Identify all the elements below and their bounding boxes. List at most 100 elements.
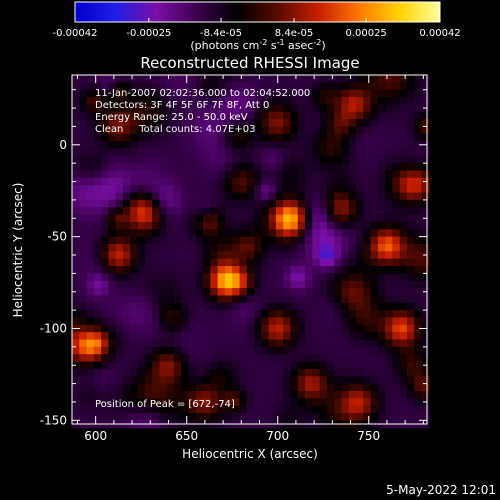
heatmap-cell <box>115 346 124 355</box>
heatmap-cell <box>159 361 168 370</box>
heatmap-cell <box>101 398 110 407</box>
heatmap-cell <box>108 376 117 385</box>
heatmap-cell <box>305 273 313 282</box>
heatmap-cell <box>101 126 110 135</box>
heatmap-cell <box>326 119 335 128</box>
heatmap-cell <box>392 376 401 385</box>
heatmap-cell <box>305 266 313 274</box>
heatmap-cell <box>312 354 321 363</box>
heatmap-cell <box>93 332 102 341</box>
heatmap-cell <box>72 346 80 355</box>
heatmap-cell <box>363 75 372 83</box>
heatmap-cell <box>188 368 197 377</box>
heatmap-cell <box>290 258 299 267</box>
heatmap-cell <box>159 412 168 421</box>
heatmap-cell <box>108 251 117 260</box>
heatmap-cell <box>93 177 102 186</box>
heatmap-cell <box>173 185 182 194</box>
heatmap-cell <box>377 332 386 341</box>
heatmap-cell <box>224 170 233 179</box>
heatmap-cell <box>144 236 153 245</box>
heatmap-cell <box>392 258 401 267</box>
heatmap-cell <box>246 75 255 83</box>
heatmap-cell <box>101 148 110 157</box>
heatmap-cell <box>152 97 160 105</box>
heatmap-cell <box>79 148 88 157</box>
heatmap-cell <box>377 126 386 135</box>
heatmap-cell <box>406 405 415 414</box>
heatmap-cell <box>356 339 364 348</box>
heatmap-cell <box>370 354 379 363</box>
heatmap-cell <box>203 266 211 274</box>
heatmap-cell <box>356 302 364 311</box>
heatmap-cell <box>72 339 80 348</box>
heatmap-cell <box>173 155 182 164</box>
heatmap-cell <box>166 104 175 113</box>
heatmap-cell <box>326 390 335 399</box>
colorbar-ticks: -0.00042 -0.00025 -8.4e-05 8.4e-05 0.00025 0.… <box>53 18 461 39</box>
heatmap-cell <box>130 243 139 252</box>
heatmap-cell <box>377 177 386 186</box>
heatmap-cell <box>224 405 233 414</box>
heatmap-cell <box>290 192 299 201</box>
heatmap-cell <box>261 126 270 135</box>
heatmap-cell <box>290 155 299 164</box>
heatmap-cell <box>356 243 364 252</box>
heatmap-cell <box>203 185 211 194</box>
heatmap-cell <box>297 361 306 370</box>
heatmap-cell <box>210 207 219 216</box>
heatmap-cell <box>363 133 372 142</box>
heatmap-cell <box>377 192 386 201</box>
heatmap-cell <box>144 368 153 377</box>
heatmap-cell <box>195 75 204 83</box>
heatmap-cell <box>363 177 372 186</box>
heatmap-cell <box>290 398 299 407</box>
heatmap-cell <box>217 155 226 164</box>
heatmap-cell <box>166 141 175 150</box>
heatmap-cell <box>370 317 379 326</box>
heatmap-cell <box>356 324 364 333</box>
heatmap-cell <box>370 273 379 282</box>
heatmap-cell <box>232 111 241 120</box>
heatmap-cell <box>86 324 95 333</box>
heatmap-cell <box>210 332 219 341</box>
heatmap-cell <box>283 251 292 260</box>
heatmap-cell <box>319 141 328 150</box>
heatmap-cell <box>195 368 204 377</box>
heatmap-cell <box>268 266 277 274</box>
heatmap-cell <box>363 332 372 341</box>
heatmap-cell <box>93 192 102 201</box>
heatmap-cell <box>239 177 248 186</box>
heatmap-cell <box>283 243 292 252</box>
heatmap-cell <box>399 354 408 363</box>
heatmap-cell <box>414 214 423 223</box>
heatmap-cell <box>108 119 117 128</box>
heatmap-cell <box>101 332 110 341</box>
heatmap-cell <box>334 199 343 208</box>
heatmap-cell <box>348 126 357 135</box>
heatmap-cell <box>108 192 117 201</box>
heatmap-cell <box>392 317 401 326</box>
heatmap-cell <box>334 185 343 194</box>
heatmap-cell <box>159 258 168 267</box>
heatmap-cell <box>137 111 146 120</box>
heatmap-cell <box>159 317 168 326</box>
heatmap-cell <box>166 199 175 208</box>
heatmap-cell <box>210 354 219 363</box>
heatmap-cell <box>232 368 241 377</box>
heatmap-cell <box>86 75 95 83</box>
heatmap-cell <box>159 354 168 363</box>
heatmap-cell <box>246 376 255 385</box>
heatmap-cell <box>326 317 335 326</box>
heatmap-cell <box>319 354 328 363</box>
heatmap-cell <box>130 170 139 179</box>
heatmap-cell <box>399 97 408 105</box>
heatmap-cell <box>385 398 394 407</box>
heatmap-cell <box>144 104 153 113</box>
heatmap-cell <box>137 170 146 179</box>
heatmap-cell <box>232 97 241 105</box>
heatmap-cell <box>275 236 284 245</box>
heatmap-cell <box>319 177 328 186</box>
heatmap-cell <box>268 126 277 135</box>
heatmap-cell <box>115 170 124 179</box>
